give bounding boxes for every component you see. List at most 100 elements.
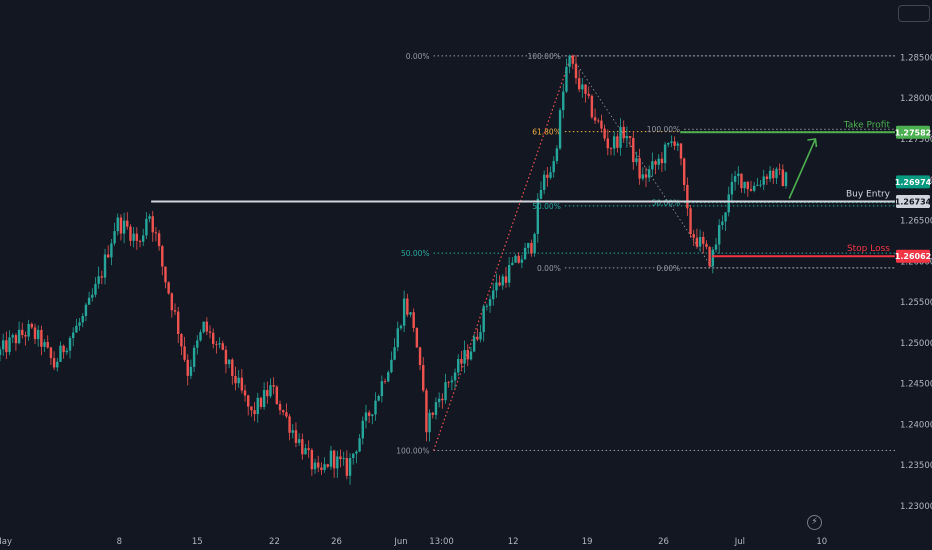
candle-body: [746, 181, 750, 190]
x-tick-label: 26: [658, 537, 669, 547]
candle-body: [390, 359, 393, 373]
candle-body: [727, 194, 730, 213]
candle-body: [673, 141, 676, 146]
x-tick-label: 26: [331, 537, 342, 547]
candle-body: [307, 448, 310, 451]
candle-body: [724, 212, 727, 222]
candle-body: [676, 143, 680, 146]
candle-body: [609, 148, 613, 150]
candle-body: [116, 217, 119, 232]
candles-layer: [0, 54, 788, 485]
candle-body: [301, 439, 304, 455]
candle-body: [17, 329, 21, 344]
candle-body: [161, 246, 164, 267]
candle-body: [129, 226, 132, 241]
candle-body: [501, 276, 504, 286]
candle-body: [94, 283, 97, 295]
candle-body: [574, 63, 578, 79]
candle-body: [14, 335, 18, 344]
candle-body: [689, 208, 692, 235]
candle-body: [374, 400, 377, 415]
candle-body: [313, 462, 317, 470]
candle-body: [294, 430, 298, 443]
candle-body: [227, 359, 231, 365]
candle-body: [285, 412, 288, 417]
candle-body: [447, 382, 450, 384]
candle-body: [549, 172, 552, 178]
candle-body: [415, 328, 419, 348]
price-tag-box: [896, 249, 930, 263]
candle-body: [43, 342, 46, 347]
price-tag-box: [896, 175, 930, 189]
candle-body: [234, 376, 237, 384]
candle-body: [485, 305, 489, 307]
candle-body: [469, 351, 473, 360]
candle-body: [495, 282, 498, 291]
price-axis: 1.285001.280001.275001.270001.265001.260…: [900, 53, 932, 511]
candle-body: [40, 329, 43, 347]
candle-body: [708, 246, 711, 267]
candle-body: [224, 349, 228, 365]
candle-body: [91, 294, 94, 298]
candle-body: [358, 438, 361, 452]
lightning-icon[interactable]: ⚡: [807, 515, 822, 530]
candle-body: [686, 184, 689, 209]
candle-body: [310, 450, 314, 470]
candle-body: [504, 276, 508, 283]
candle-body: [52, 358, 56, 368]
levels-layer: Take Profit Buy Entry Stop Loss: [151, 120, 895, 258]
candle-body: [387, 372, 390, 382]
candle-body: [437, 398, 441, 403]
candle-body: [5, 340, 8, 353]
candle-body: [87, 297, 91, 305]
candle-body: [113, 231, 116, 244]
x-tick-label: 13:00: [429, 537, 454, 547]
candle-body: [167, 282, 170, 294]
candle-body: [8, 337, 11, 353]
candle-body: [555, 148, 559, 162]
candle-body: [457, 358, 460, 373]
level-annotation: Take Profit: [843, 120, 891, 130]
candle-body: [562, 91, 565, 111]
candle-body: [132, 233, 135, 241]
candle-body: [145, 218, 148, 236]
candle-body: [250, 406, 253, 411]
y-tick-label: 1.26500: [900, 217, 932, 227]
candle-body: [49, 347, 53, 359]
candle-body: [466, 350, 469, 360]
candle-body: [644, 174, 648, 178]
candle-body: [698, 236, 702, 247]
candle-body: [778, 168, 781, 170]
settings-square-icon[interactable]: [898, 5, 930, 22]
candle-body: [568, 55, 571, 67]
x-tick-label: Jun: [393, 537, 407, 547]
y-tick-label: 1.23500: [900, 461, 932, 471]
candle-body: [46, 342, 49, 348]
candle-body: [667, 142, 670, 145]
candle-body: [11, 335, 14, 338]
candle-body: [126, 220, 129, 227]
candle-body: [336, 456, 339, 469]
candle-body: [565, 66, 568, 92]
fib-level-label: 50.00%: [401, 249, 430, 258]
price-tag-box: [896, 194, 930, 208]
candle-body: [24, 335, 27, 337]
candle-body: [654, 161, 657, 165]
candle-body: [682, 158, 686, 185]
candle-body: [361, 420, 364, 439]
target-arrow: [788, 138, 817, 199]
price-tag-label: 1.26062: [895, 252, 931, 261]
candle-body: [138, 240, 142, 242]
candle-body: [243, 390, 247, 396]
candle-body: [546, 174, 549, 178]
candle-body: [231, 359, 234, 377]
candle-body: [488, 299, 492, 306]
y-tick-label: 1.28000: [900, 94, 932, 104]
candle-body: [27, 323, 30, 337]
candle-body: [253, 410, 256, 415]
candle-body: [616, 136, 619, 148]
price-tags: 1.27582 1.26974 1.26734 1.26062: [895, 125, 932, 263]
fibonacci-layer: 0.00% 50.00% 100.00% 100.00% 61.80% 50.00% 0.0…: [396, 52, 895, 455]
